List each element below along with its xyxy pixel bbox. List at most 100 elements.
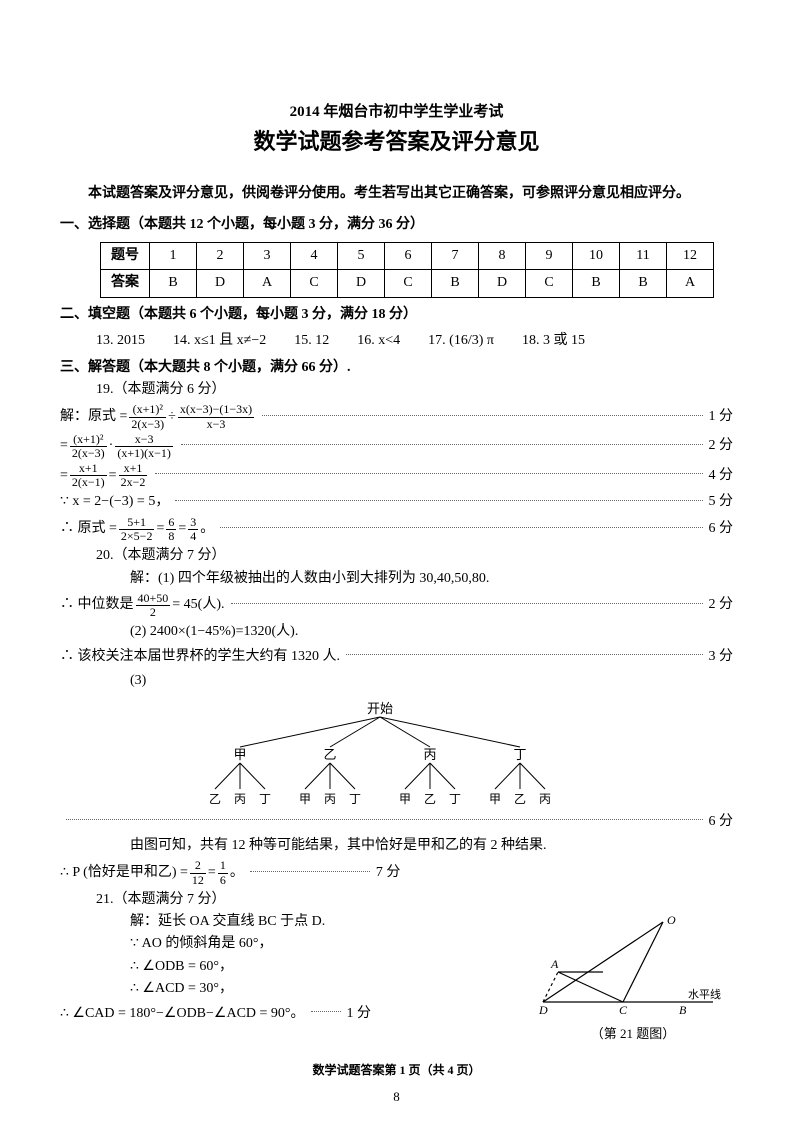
dotted-leader	[311, 1011, 341, 1012]
blank-item: 18. 3 或 15	[522, 330, 585, 352]
tree-leaf: 丙	[324, 792, 336, 806]
dotted-leader	[346, 654, 703, 655]
tree-l1: 丙	[423, 747, 436, 762]
fraction: x(x−3)−(1−3x)x−3	[178, 403, 254, 430]
tree-leaf: 甲	[489, 792, 501, 806]
fill-blank-row: 13. 2015 14. x≤1 且 x≠−2 15. 12 16. x<4 1…	[96, 330, 733, 352]
q20-line4: ∴ 该校关注本届世界杯的学生大约有 1320 人. 3 分	[60, 646, 733, 668]
q20-line7: ∴ P (恰好是甲和乙) = 212 = 16 。 7 分	[60, 859, 733, 886]
dotted-leader	[175, 500, 702, 501]
fraction: 16	[218, 859, 228, 886]
dotted-leader	[66, 819, 703, 820]
cell: 10	[573, 242, 620, 269]
cell: 12	[667, 242, 714, 269]
cell: A	[667, 270, 714, 297]
label-D: D	[538, 1003, 548, 1017]
q20-line6: 由图可知，共有 12 种等可能结果，其中恰好是甲和乙的有 2 种结果.	[130, 835, 733, 857]
cell: 8	[479, 242, 526, 269]
text: = 45(人).	[172, 594, 224, 616]
text: =	[208, 862, 216, 884]
score: 2 分	[709, 435, 734, 457]
tree-l1: 丁	[513, 747, 526, 762]
cell: B	[573, 270, 620, 297]
table-row: 答案 B D A C D C B D C B B A	[101, 270, 714, 297]
blank-item: 17. (16/3) π	[428, 330, 494, 352]
score: 7 分	[376, 862, 401, 884]
q20-line1: 解：(1) 四个年级被抽出的人数由小到大排列为 30,40,50,80.	[130, 568, 733, 590]
cell: C	[291, 270, 338, 297]
q20-line3: (2) 2400×(1−45%)=1320(人).	[130, 621, 733, 643]
tree-leaf: 丙	[539, 792, 551, 806]
text: ·	[109, 435, 114, 457]
fraction: 5+12×5−2	[119, 516, 155, 543]
text: =	[156, 518, 164, 540]
cell: 1	[150, 242, 197, 269]
page-number: 8	[0, 1087, 793, 1108]
dotted-leader	[220, 527, 702, 528]
blank-item: 13. 2015	[96, 330, 145, 352]
fraction: x+12x−2	[119, 462, 148, 489]
fraction: x+12(x−1)	[70, 462, 107, 489]
blank-item: 15. 12	[294, 330, 329, 352]
score: 5 分	[709, 491, 734, 513]
cell: 5	[338, 242, 385, 269]
score: 4 分	[709, 465, 734, 487]
dotted-leader	[181, 444, 703, 445]
text: 解：原式 =	[60, 406, 127, 428]
q21-title: 21.（本题满分 7 分）	[96, 889, 733, 911]
q20-line5: (3)	[130, 670, 733, 692]
q21-caption: （第 21 题图）	[533, 1024, 733, 1045]
tree-leaf: 丁	[449, 792, 461, 806]
page: 2014 年烟台市初中学生学业考试 数学试题参考答案及评分意见 本试题答案及评分…	[0, 0, 793, 1122]
score: 1 分	[709, 406, 734, 428]
cell: B	[432, 270, 479, 297]
text: =	[109, 465, 117, 487]
tree-l1: 乙	[323, 747, 336, 762]
dotted-leader	[231, 603, 703, 604]
score: 1 分	[347, 1003, 372, 1025]
text: ∴ 原式 =	[60, 518, 117, 540]
q21-line5: ∴ ∠CAD = 180°−∠ODB−∠ACD = 90°。 1 分	[60, 1003, 480, 1025]
page-footer: 数学试题答案第 1 页（共 4 页）	[0, 1061, 793, 1080]
cell: C	[526, 270, 573, 297]
fraction: (x+1)²2(x−3)	[129, 403, 166, 430]
score: 2 分	[709, 594, 734, 616]
q19-line2: = (x+1)²2(x−3) · x−3(x+1)(x−1) 2 分	[60, 433, 733, 460]
cell: 11	[620, 242, 667, 269]
tree-leaf: 甲	[399, 792, 411, 806]
section3-head: 三、解答题（本大题共 8 个小题，满分 66 分）.	[60, 357, 733, 379]
q19-title: 19.（本题满分 6 分）	[96, 379, 733, 401]
label-A: A	[550, 957, 559, 971]
cell: D	[479, 270, 526, 297]
tree-leaf: 丙	[234, 792, 246, 806]
cell: D	[338, 270, 385, 297]
tree-leaf: 乙	[424, 792, 436, 806]
row-label: 题号	[101, 242, 150, 269]
score: 6 分	[709, 811, 734, 833]
text: 。	[230, 862, 244, 884]
tree-leaf: 乙	[514, 792, 526, 806]
tree-svg: 开始 甲 乙 丙 丁 乙 丙 丁 甲 丙 丁 甲 乙 丁 甲	[180, 699, 580, 809]
tree-diagram: 开始 甲 乙 丙 丁 乙 丙 丁 甲 丙 丁 甲 乙 丁 甲	[180, 699, 733, 809]
answers-table: 题号 1 2 3 4 5 6 7 8 9 10 11 12 答案 B D A C…	[100, 242, 714, 298]
text: ∴ 中位数是	[60, 594, 134, 616]
text: =	[178, 518, 186, 540]
cell: B	[150, 270, 197, 297]
label-O: O	[667, 913, 676, 927]
cell: 9	[526, 242, 573, 269]
q19-line5: ∴ 原式 = 5+12×5−2 = 68 = 34 。 6 分	[60, 516, 733, 543]
blank-item: 14. x≤1 且 x≠−2	[173, 330, 266, 352]
cell: 3	[244, 242, 291, 269]
text: 。	[200, 518, 214, 540]
cell: C	[385, 270, 432, 297]
q21-svg: O A D C B 水平线	[533, 912, 723, 1022]
q19-line4: ∵ x = 2−(−3) = 5， 5 分	[60, 491, 733, 513]
cell: 2	[197, 242, 244, 269]
q20-tree-score: 6 分	[60, 811, 733, 833]
ans-label: 答案	[101, 270, 150, 297]
text: ÷	[168, 406, 176, 428]
fraction: (x+1)²2(x−3)	[70, 433, 107, 460]
text: ∴ P (恰好是甲和乙) =	[60, 862, 188, 884]
label-horiz: 水平线	[688, 987, 721, 1001]
text: =	[60, 435, 68, 457]
